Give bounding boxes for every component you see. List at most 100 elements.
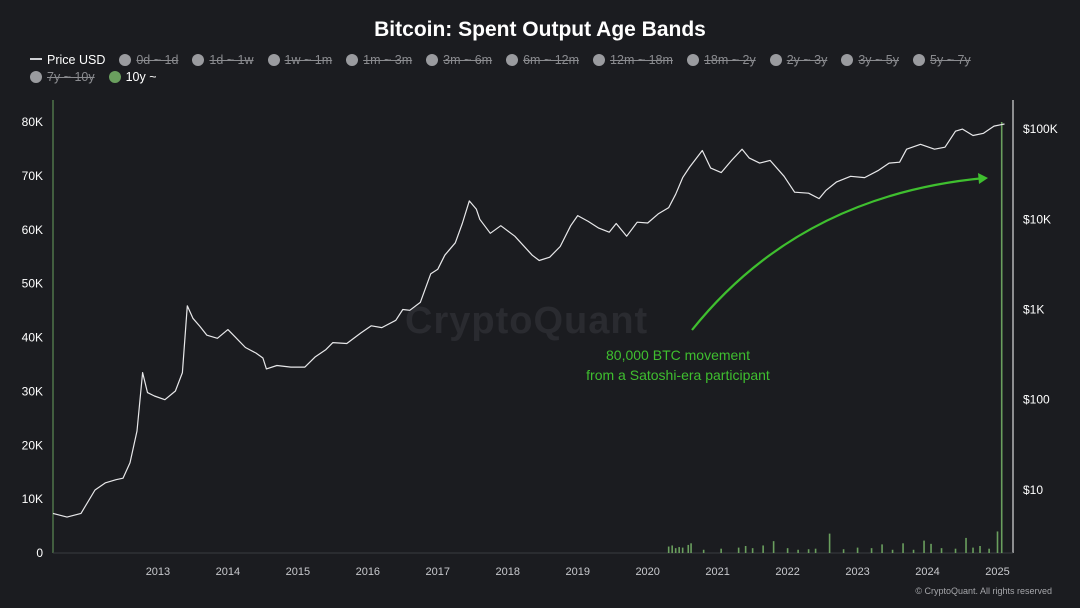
- legend-item-12[interactable]: 7y ~ 10y: [30, 69, 95, 86]
- right-tick-label: $100: [1023, 393, 1050, 407]
- band-bar-10y: [996, 531, 999, 553]
- x-tick-label: 2022: [775, 566, 799, 578]
- legend-item-5[interactable]: 3m ~ 6m: [426, 52, 492, 69]
- band-bar-10y: [972, 547, 974, 553]
- legend-item-10[interactable]: 3y ~ 5y: [841, 52, 899, 69]
- legend-dot-marker: [506, 54, 519, 66]
- band-bar-10y: [678, 547, 680, 553]
- x-tick-label: 2015: [286, 566, 310, 578]
- legend-dot-marker: [346, 54, 359, 66]
- x-tick-label: 2017: [426, 566, 450, 578]
- band-bar-10y: [772, 541, 775, 553]
- legend-label: 1w ~ 1m: [284, 53, 333, 67]
- band-bar-10y: [674, 548, 677, 553]
- left-tick-label: 40K: [22, 331, 43, 345]
- band-bar-10y: [737, 547, 740, 553]
- left-tick-label: 60K: [22, 223, 43, 237]
- right-tick-label: $1K: [1023, 303, 1044, 317]
- band-bar-10y: [842, 549, 845, 553]
- left-tick-label: 80K: [22, 115, 43, 129]
- watermark: CryptoQuant: [405, 300, 649, 342]
- legend-label: 5y ~ 7y: [930, 53, 971, 67]
- legend-item-7[interactable]: 12m ~ 18m: [593, 52, 673, 69]
- annotation-text: 80,000 BTC movement from a Satoshi-era p…: [548, 345, 808, 385]
- legend-dot-marker: [769, 54, 782, 66]
- right-tick-label: $10K: [1023, 212, 1051, 226]
- legend-label: 7y ~ 10y: [47, 70, 95, 84]
- legend-dot-marker: [841, 54, 854, 66]
- legend-label: 3y ~ 5y: [858, 53, 900, 67]
- legend-label: 18m ~ 2y: [703, 53, 756, 67]
- band-bar-10y: [690, 543, 692, 553]
- chart-title: Bitcoin: Spent Output Age Bands: [374, 18, 706, 41]
- band-bar-10y: [891, 549, 894, 553]
- legend-dot-marker: [30, 71, 42, 83]
- legend-dot-marker: [267, 54, 280, 66]
- x-tick-label: 2020: [635, 566, 659, 578]
- x-tick-label: 2013: [146, 566, 170, 578]
- right-tick-label: $100K: [1023, 122, 1058, 136]
- x-tick-label: 2023: [845, 566, 869, 578]
- band-bar-10y: [930, 543, 932, 553]
- credit-text: © CryptoQuant. All rights reserved: [915, 586, 1052, 596]
- legend-dot-marker: [108, 71, 121, 83]
- band-bar-10y: [988, 548, 990, 553]
- legend-item-4[interactable]: 1m ~ 3m: [346, 52, 412, 69]
- chart-legend: Price USD 0d ~ 1d 1d ~ 1w 1w ~ 1m 1m ~ 3m 3m …: [30, 52, 1060, 86]
- band-bar-10y: [856, 547, 859, 553]
- legend-dot-marker: [686, 54, 699, 66]
- legend-label: 3m ~ 6m: [443, 53, 493, 67]
- legend-label: 12m ~ 18m: [610, 53, 673, 67]
- band-bar-10y: [702, 549, 705, 553]
- x-tick-label: 2018: [496, 566, 520, 578]
- legend-label: 2y ~ 3y: [786, 53, 828, 67]
- annotation-line-1: 80,000 BTC movement: [606, 347, 750, 363]
- left-tick-label: 20K: [22, 438, 43, 452]
- annotation-arrow: [691, 176, 986, 331]
- left-tick-label: 50K: [22, 277, 43, 291]
- legend-item-3[interactable]: 1w ~ 1m: [267, 52, 333, 69]
- left-tick-label: 70K: [22, 169, 43, 183]
- x-tick-label: 2014: [216, 566, 240, 578]
- legend-item-11[interactable]: 5y ~ 7y: [913, 52, 971, 69]
- band-bar-10y: [720, 548, 722, 553]
- band-bar-10y: [965, 537, 967, 553]
- legend-item-13[interactable]: 10y ~: [108, 69, 157, 86]
- left-tick-label: 10K: [22, 492, 43, 506]
- legend-item-1[interactable]: 0d ~ 1d: [119, 52, 178, 69]
- legend-item-2[interactable]: 1d ~ 1w: [192, 52, 254, 69]
- legend-dot-marker: [913, 54, 926, 66]
- legend-label: 1m ~ 3m: [363, 53, 413, 67]
- band-bar-10y: [786, 548, 789, 553]
- price-usd-line: [52, 123, 1005, 518]
- legend-label: 6m ~ 12m: [523, 53, 580, 67]
- band-bar-10y: [681, 547, 684, 553]
- band-bar-10y: [814, 548, 817, 553]
- band-bar-10y: [912, 549, 915, 553]
- band-bar-10y: [671, 545, 673, 553]
- legend-item-8[interactable]: 18m ~ 2y: [686, 52, 756, 69]
- legend-item-9[interactable]: 2y ~ 3y: [769, 52, 828, 69]
- band-bar-10y: [940, 548, 943, 553]
- legend-dot-marker: [593, 54, 606, 66]
- band-bar-10y: [667, 546, 670, 553]
- band-bar-10y: [828, 533, 831, 553]
- x-tick-label: 2021: [705, 566, 729, 578]
- legend-line-marker: [30, 58, 42, 60]
- band-bar-10y: [881, 544, 883, 553]
- band-bar-10y: [1000, 122, 1003, 553]
- annotation-arrowhead: [978, 173, 988, 184]
- legend-label: Price USD: [47, 53, 106, 67]
- left-tick-label: 0: [36, 546, 43, 560]
- legend-label: 10y ~: [125, 70, 157, 84]
- x-tick-label: 2024: [915, 566, 939, 578]
- legend-label: 0d ~ 1d: [136, 53, 179, 67]
- band-bar-10y: [902, 543, 904, 553]
- legend-item-6[interactable]: 6m ~ 12m: [506, 52, 579, 69]
- legend-item-0[interactable]: Price USD: [30, 52, 105, 69]
- x-tick-label: 2016: [356, 566, 380, 578]
- band-bar-10y: [870, 548, 873, 553]
- band-bar-10y: [807, 549, 810, 553]
- band-bar-10y: [687, 544, 690, 553]
